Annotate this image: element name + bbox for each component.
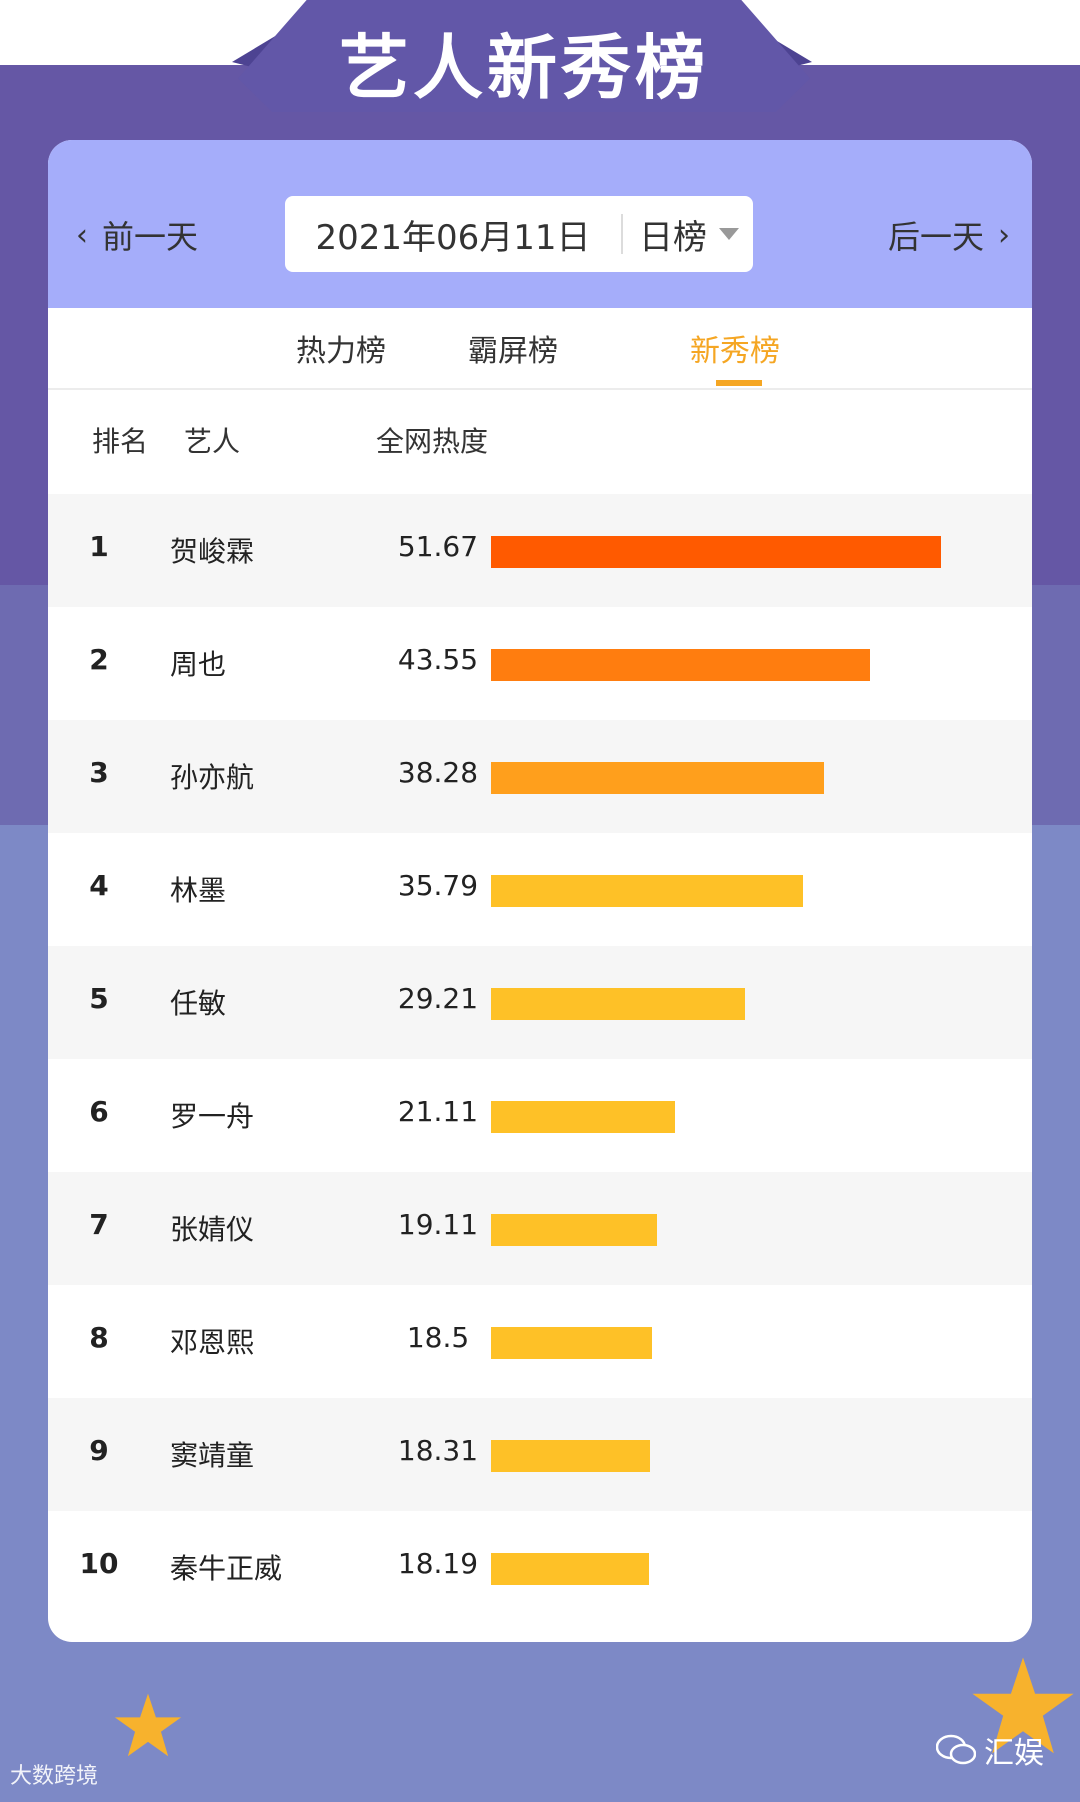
- row-rank: 10: [79, 1547, 119, 1580]
- tab-rookie[interactable]: 新秀榜: [690, 334, 780, 369]
- row-heat-score: 35.79: [397, 869, 479, 902]
- ranking-card: ‹ 前一天 2021年06月11日 日榜 后一天 › 热力榜 霸屏榜 新秀榜 排…: [48, 140, 1032, 1642]
- row-artist-name: 周也: [170, 648, 227, 681]
- row-heat-score: 18.5: [406, 1321, 470, 1354]
- row-rank: 8: [89, 1321, 109, 1354]
- row-rank: 6: [89, 1095, 109, 1128]
- row-artist-name: 邓恩熙: [170, 1326, 255, 1359]
- row-heat-bar: [491, 649, 870, 681]
- row-rank: 4: [89, 869, 109, 902]
- row-rank: 1: [89, 530, 109, 563]
- watermark-left: 大数跨境: [10, 1764, 99, 1789]
- brand-watermark: 汇娱: [936, 1728, 1044, 1772]
- row-rank: 2: [89, 643, 109, 676]
- date-nav-bar: ‹ 前一天 2021年06月11日 日榜 后一天 ›: [48, 140, 1032, 308]
- next-day-button[interactable]: 后一天 ›: [888, 212, 1010, 258]
- table-row[interactable]: 4 林墨 35.79: [48, 833, 1032, 946]
- table-row[interactable]: 8 邓恩熙 18.5: [48, 1285, 1032, 1398]
- date-selector[interactable]: 2021年06月11日 日榜: [285, 196, 753, 272]
- chevron-right-icon: ›: [998, 217, 1010, 253]
- header-heat: 全网热度: [376, 425, 489, 458]
- row-heat-score: 19.11: [397, 1208, 479, 1241]
- row-artist-name: 孙亦航: [170, 761, 255, 794]
- date-value: 2021年06月11日: [315, 217, 591, 258]
- row-heat-bar: [491, 1327, 652, 1359]
- row-heat-score: 51.67: [397, 530, 479, 563]
- tab-heat[interactable]: 热力榜: [296, 334, 386, 369]
- table-row[interactable]: 9 窦靖童 18.31: [48, 1398, 1032, 1511]
- table-row[interactable]: 7 张婧仪 19.11: [48, 1172, 1032, 1285]
- row-heat-score: 18.19: [397, 1547, 479, 1580]
- row-artist-name: 秦牛正威: [170, 1552, 283, 1585]
- tab-screen[interactable]: 霸屏榜: [468, 334, 558, 369]
- table-row[interactable]: 6 罗一舟 21.11: [48, 1059, 1032, 1172]
- row-heat-score: 21.11: [397, 1095, 479, 1128]
- date-divider: [621, 214, 623, 254]
- row-heat-bar: [491, 875, 803, 907]
- star-icon: [972, 1657, 1074, 1754]
- table-row[interactable]: 1 贺峻霖 51.67: [48, 494, 1032, 607]
- row-heat-bar: [491, 536, 941, 568]
- page-title: 艺人新秀榜: [339, 27, 709, 109]
- brand-label: 汇娱: [984, 1736, 1044, 1771]
- table-row[interactable]: 2 周也 43.55: [48, 607, 1032, 720]
- caret-down-icon[interactable]: [719, 228, 739, 240]
- row-artist-name: 窦靖童: [170, 1439, 255, 1472]
- period-select[interactable]: 日榜: [639, 217, 707, 258]
- prev-day-button[interactable]: ‹ 前一天: [76, 212, 198, 258]
- row-artist-name: 任敏: [170, 987, 227, 1020]
- row-heat-bar: [491, 1101, 675, 1133]
- chevron-left-icon: ‹: [76, 217, 88, 253]
- row-artist-name: 林墨: [170, 874, 227, 907]
- row-heat-bar: [491, 988, 745, 1020]
- row-rank: 7: [89, 1208, 109, 1241]
- row-heat-bar: [491, 762, 824, 794]
- row-artist-name: 罗一舟: [170, 1100, 255, 1133]
- table-row[interactable]: 3 孙亦航 38.28: [48, 720, 1032, 833]
- header-rank: 排名: [92, 425, 149, 458]
- ranking-tabs: 热力榜 霸屏榜 新秀榜: [48, 308, 1032, 390]
- header-artist: 艺人: [184, 425, 241, 458]
- row-rank: 3: [89, 756, 109, 789]
- row-heat-bar: [491, 1214, 657, 1246]
- title-banner: [238, 0, 810, 112]
- row-heat-score: 18.31: [397, 1434, 479, 1467]
- row-rank: 5: [89, 982, 109, 1015]
- row-artist-name: 贺峻霖: [170, 535, 255, 568]
- row-heat-score: 38.28: [397, 756, 479, 789]
- row-heat-score: 29.21: [397, 982, 479, 1015]
- table-row[interactable]: 5 任敏 29.21: [48, 946, 1032, 1059]
- row-rank: 9: [89, 1434, 109, 1467]
- row-artist-name: 张婧仪: [170, 1213, 255, 1246]
- active-tab-indicator: [716, 380, 762, 386]
- next-day-label: 后一天: [887, 218, 984, 256]
- table-row[interactable]: 10 秦牛正威 18.19: [48, 1511, 1032, 1624]
- star-icon: [114, 1693, 182, 1757]
- prev-day-label: 前一天: [102, 218, 199, 256]
- wechat-icon: [936, 1734, 976, 1765]
- row-heat-score: 43.55: [397, 643, 479, 676]
- row-heat-bar: [491, 1440, 650, 1472]
- row-heat-bar: [491, 1553, 649, 1585]
